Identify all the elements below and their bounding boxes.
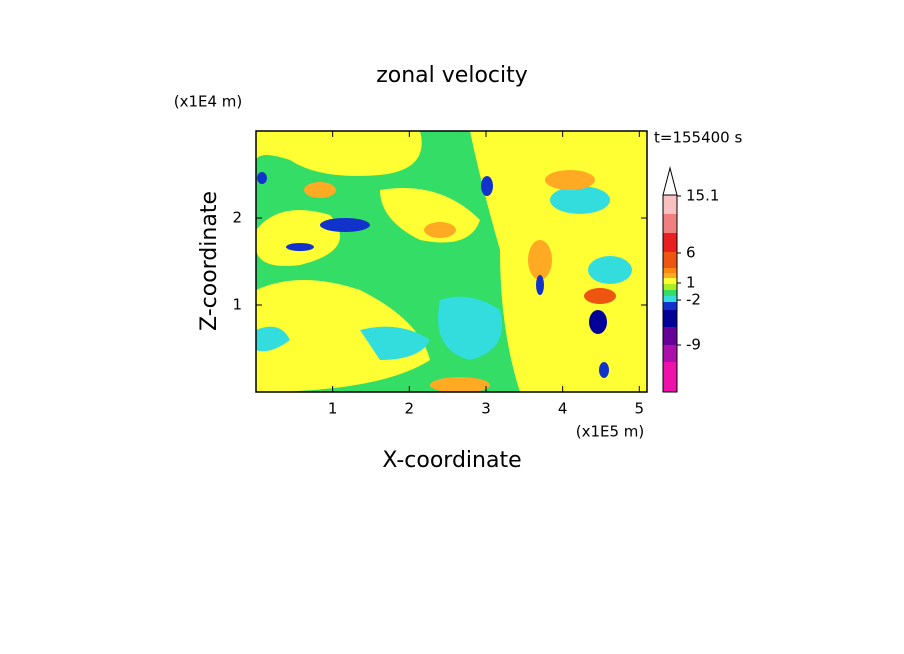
y-unit: (x1E4 m) [174,93,243,111]
x-tick-label: 1 [328,400,338,418]
x-tick-label: 3 [481,400,491,418]
x-tick-label: 5 [635,400,645,418]
x-axis-label: X-coordinate [382,448,521,473]
colorbar [662,166,678,393]
y-axis-label: Z-coordinate [197,191,222,331]
colorbar-label: 1 [686,274,696,292]
x-tick-label: 2 [405,400,415,418]
x-unit: (x1E5 m) [576,423,645,441]
colorbar-label: -9 [686,336,701,354]
colorbar-label: 15.1 [686,187,719,205]
colorbar-label: -2 [686,291,701,309]
chart-title: zonal velocity [376,63,528,88]
x-tick-label: 4 [558,400,568,418]
plot-frame [255,130,648,393]
y-tick-label: 1 [232,296,242,314]
colorbar-label: 6 [686,244,696,262]
contour-field [256,131,647,392]
time-label: t=155400 s [654,129,742,147]
y-tick-label: 2 [232,209,242,227]
